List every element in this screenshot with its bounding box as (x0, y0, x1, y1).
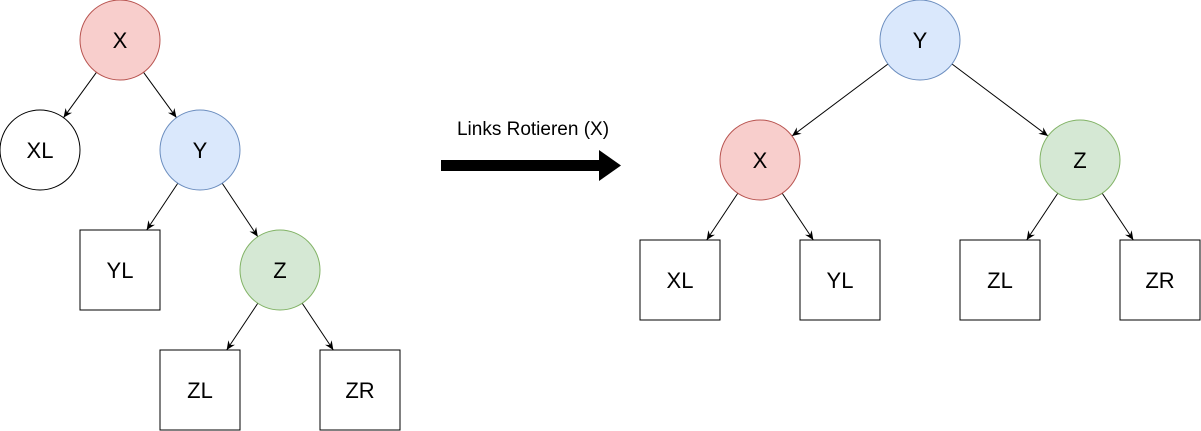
node-xl: XL (639, 239, 721, 321)
node-zr: ZR (319, 349, 401, 431)
node-label: YL (827, 268, 854, 293)
leaf-square (639, 239, 721, 321)
right-arrow (441, 150, 621, 181)
before-tree: X XL Y YL Z ZL ZR (0, 0, 401, 431)
node-circle (1039, 119, 1121, 201)
node-label: ZR (345, 378, 374, 403)
node-label: XL (27, 138, 54, 163)
edge-x-to-xl (706, 193, 739, 241)
leaf-square (959, 239, 1041, 321)
edge-z-to-zl (226, 303, 259, 351)
leaf-square (319, 349, 401, 431)
rotation-label: Links Rotieren (X) (457, 119, 609, 140)
leaf-square (1119, 239, 1201, 321)
edge-y-to-z (951, 63, 1049, 137)
edge-x-to-y (143, 72, 177, 118)
node-label: Z (1073, 148, 1086, 173)
node-circle (719, 119, 801, 201)
node-circle (239, 229, 321, 311)
after-tree: Y X Z XL YL ZL ZR (639, 0, 1201, 321)
node-z: Z (239, 229, 321, 311)
rotation-transition: Links Rotieren (X) (441, 119, 621, 181)
node-zr: ZR (1119, 239, 1201, 321)
edge-y-to-x (791, 63, 889, 137)
node-circle (0, 109, 81, 191)
node-zl: ZL (959, 239, 1041, 321)
node-label: X (753, 148, 768, 173)
edge-x-to-yl (781, 193, 814, 241)
node-yl: YL (799, 239, 881, 321)
node-circle (879, 0, 961, 81)
node-y: Y (159, 109, 241, 191)
node-y: Y (879, 0, 961, 81)
node-label: ZR (1145, 268, 1174, 293)
node-x: X (719, 119, 801, 201)
edge-y-to-z (221, 183, 259, 237)
node-label: X (113, 28, 128, 53)
node-z: Z (1039, 119, 1121, 201)
node-label: Y (193, 138, 208, 163)
node-label: XL (667, 268, 694, 293)
edge-y-to-yl (146, 183, 179, 231)
node-label: Z (273, 258, 286, 283)
node-x: X (79, 0, 161, 81)
node-label: ZL (187, 378, 213, 403)
edge-z-to-zr (1101, 193, 1134, 241)
node-label: ZL (987, 268, 1013, 293)
node-yl: YL (79, 229, 161, 311)
node-zl: ZL (159, 349, 241, 431)
node-label: Y (913, 28, 928, 53)
edge-z-to-zl (1026, 193, 1059, 241)
node-circle (79, 0, 161, 81)
leaf-square (159, 349, 241, 431)
node-circle (159, 109, 241, 191)
node-xl: XL (0, 109, 81, 191)
leaf-square (799, 239, 881, 321)
edge-x-to-xl (63, 72, 97, 118)
leaf-square (79, 229, 161, 311)
edge-z-to-zr (301, 303, 334, 351)
node-label: YL (107, 258, 134, 283)
